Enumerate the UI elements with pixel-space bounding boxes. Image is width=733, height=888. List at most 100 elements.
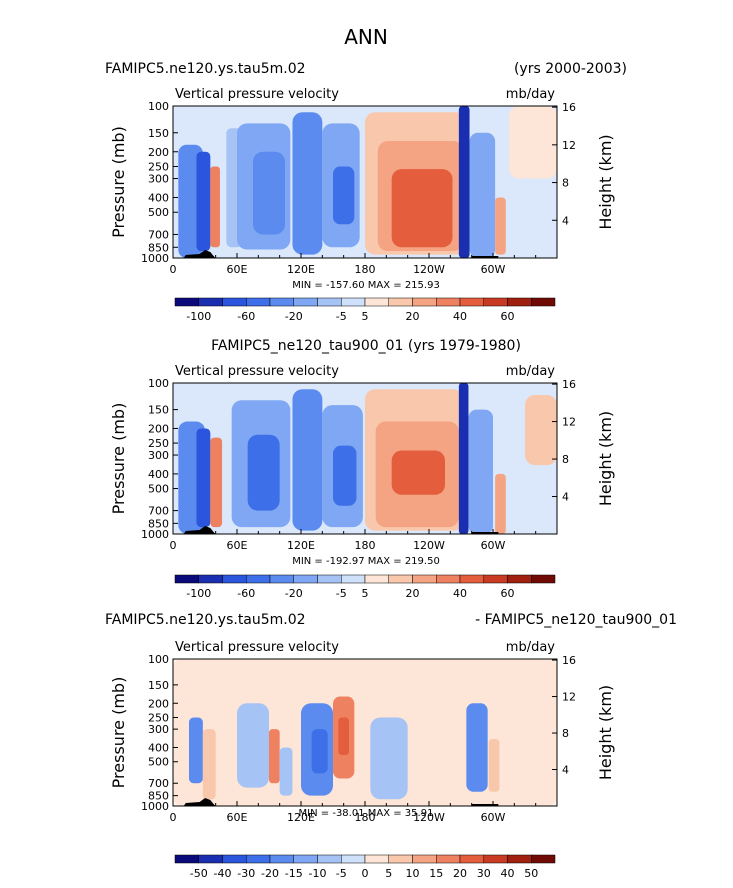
colorbar-box bbox=[269, 297, 294, 307]
y-tick-label: 400 bbox=[148, 468, 169, 481]
x-tick-label: 180 bbox=[355, 811, 376, 824]
x-tick-label: 0 bbox=[170, 539, 177, 552]
colorbar-box bbox=[459, 574, 484, 584]
y-tick-label: 400 bbox=[148, 192, 169, 205]
field-layer bbox=[173, 659, 557, 806]
colorbar-box bbox=[246, 854, 271, 864]
y-tick-label: 1000 bbox=[141, 252, 169, 265]
field-region bbox=[391, 450, 445, 495]
colorbar-box bbox=[222, 297, 247, 307]
colorbar-label: 20 bbox=[406, 310, 420, 323]
figure-title: ANN bbox=[344, 25, 388, 49]
topography bbox=[183, 526, 216, 534]
colorbar-label: 40 bbox=[453, 310, 467, 323]
field-layer bbox=[178, 383, 557, 534]
plot-units: mb/day bbox=[506, 364, 556, 379]
field-region bbox=[370, 717, 408, 800]
x-tick-label: 120E bbox=[287, 539, 315, 552]
field-region bbox=[292, 389, 323, 531]
x-tick-label: 60W bbox=[481, 263, 506, 276]
field-region bbox=[488, 738, 500, 792]
colorbar-box bbox=[412, 297, 437, 307]
colorbar-label: 50 bbox=[524, 867, 538, 880]
y-right-tick-label: 4 bbox=[562, 214, 569, 227]
colorbar-label: 20 bbox=[453, 867, 467, 880]
y-right-tick-label: 16 bbox=[562, 378, 576, 391]
y-right-tick-label: 16 bbox=[562, 654, 576, 667]
field-region bbox=[202, 729, 216, 800]
colorbar-label: 40 bbox=[501, 867, 515, 880]
x-tick-label: 120E bbox=[287, 263, 315, 276]
y-tick-label: 1000 bbox=[141, 528, 169, 541]
field-region bbox=[333, 166, 355, 225]
y-tick-label: 200 bbox=[148, 697, 169, 710]
y-tick-label: 400 bbox=[148, 742, 169, 755]
min-max-stats: MIN = -157.60 MAX = 215.93 bbox=[292, 280, 440, 291]
colorbar-label: -100 bbox=[186, 310, 211, 323]
panel-1: FAMIPC5.ne120.ys.tau5m.02 (yrs 2000-2003)… bbox=[105, 61, 627, 323]
y-tick-label: 150 bbox=[148, 679, 169, 692]
colorbar-label: 60 bbox=[501, 310, 515, 323]
field-region bbox=[338, 717, 349, 756]
y-axis-label: Pressure (mb) bbox=[109, 677, 128, 789]
x-tick-label: 0 bbox=[170, 263, 177, 276]
field-region bbox=[247, 434, 280, 511]
y-tick-label: 250 bbox=[148, 437, 169, 450]
y-right-tick-label: 12 bbox=[562, 139, 576, 152]
colorbar-label: -15 bbox=[285, 867, 303, 880]
x-tick-label: 180 bbox=[355, 539, 376, 552]
y-tick-label: 500 bbox=[148, 756, 169, 769]
colorbar-box bbox=[412, 574, 437, 584]
colorbar-box bbox=[531, 854, 556, 864]
x-tick-label: 60W bbox=[481, 811, 506, 824]
topography bbox=[183, 250, 216, 258]
colorbar-box bbox=[222, 854, 247, 864]
colorbar-box bbox=[436, 297, 461, 307]
field-region bbox=[495, 473, 506, 534]
y-tick-label: 850 bbox=[148, 241, 169, 254]
panel-3: FAMIPC5.ne120.ys.tau5m.02 - FAMIPC5_ne120… bbox=[105, 612, 677, 880]
y-tick-label: 500 bbox=[148, 206, 169, 219]
colorbar-box bbox=[341, 854, 366, 864]
colorbar-box bbox=[364, 574, 389, 584]
colorbar-box bbox=[364, 297, 389, 307]
colorbar-box bbox=[293, 854, 318, 864]
min-max-stats: MIN = -38.01 MAX = 35.91 bbox=[299, 808, 434, 819]
colorbar-box bbox=[412, 854, 437, 864]
y-right-tick-label: 16 bbox=[562, 101, 576, 114]
colorbar-box bbox=[317, 854, 342, 864]
y-tick-label: 300 bbox=[148, 173, 169, 186]
x-tick-label: 60W bbox=[481, 539, 506, 552]
y-right-tick-label: 12 bbox=[562, 691, 576, 704]
y-right-tick-label: 4 bbox=[562, 764, 569, 777]
colorbar-box bbox=[388, 854, 413, 864]
field-region bbox=[237, 703, 269, 788]
field-region bbox=[253, 151, 285, 235]
panel-header-center: FAMIPC5_ne120_tau900_01 (yrs 1979-1980) bbox=[211, 338, 521, 354]
x-tick-label: 120W bbox=[413, 811, 445, 824]
colorbar-label: 0 bbox=[362, 867, 369, 880]
y-right-tick-label: 4 bbox=[562, 491, 569, 504]
colorbar-box bbox=[483, 297, 508, 307]
field-region bbox=[210, 166, 220, 248]
colorbar-label: -20 bbox=[285, 587, 303, 600]
colorbar-label: -60 bbox=[237, 587, 255, 600]
colorbar-label: 20 bbox=[406, 587, 420, 600]
topography bbox=[471, 532, 499, 534]
colorbar-label: -20 bbox=[285, 310, 303, 323]
y-tick-label: 200 bbox=[148, 422, 169, 435]
y-tick-label: 850 bbox=[148, 517, 169, 530]
field-region bbox=[196, 151, 211, 252]
colorbar-box bbox=[246, 297, 271, 307]
colorbar-label: -10 bbox=[309, 867, 327, 880]
field-region bbox=[391, 169, 453, 248]
colorbar-box bbox=[459, 297, 484, 307]
field-region bbox=[418, 703, 456, 792]
field-region bbox=[196, 428, 211, 528]
colorbar-label: 10 bbox=[406, 867, 420, 880]
x-tick-label: 120E bbox=[287, 811, 315, 824]
colorbar-box bbox=[174, 574, 199, 584]
field-region bbox=[458, 383, 469, 534]
y-axis-label: Pressure (mb) bbox=[109, 126, 128, 238]
x-tick-label: 60E bbox=[227, 539, 248, 552]
